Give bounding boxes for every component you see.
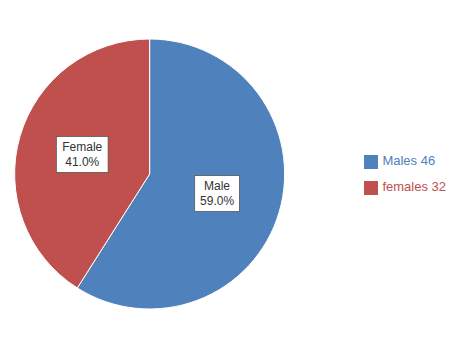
html-text:Males 46: Males 46 — [382, 153, 436, 168]
svg-text:Female41.0%: Female41.0% — [62, 140, 102, 169]
html-text:females 32: females 32 — [382, 179, 446, 194]
svg-text:Male59.0%: Male59.0% — [200, 179, 234, 208]
